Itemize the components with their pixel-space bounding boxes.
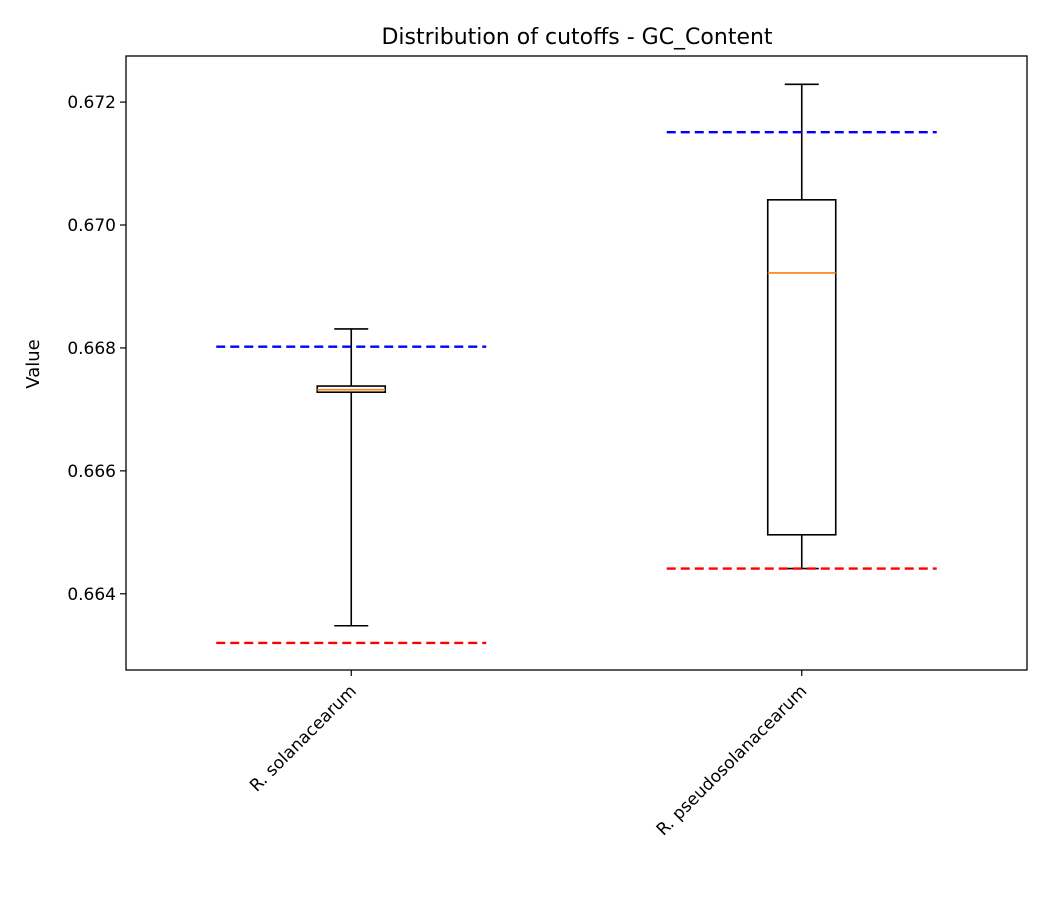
plot-frame [125,55,1028,671]
y-tick-label: 0.672 [67,93,116,113]
x-tick-label: R. solanacearum [246,681,361,796]
y-tick-label: 0.666 [67,462,116,482]
y-tick-label: 0.670 [67,216,116,236]
y-axis-label: Value [23,339,44,388]
x-tick-label: R. pseudosolanacearum [653,681,812,840]
box [766,199,837,536]
chart-title: Distribution of cutoffs - GC_Content [381,25,772,50]
y-tick-label: 0.668 [67,339,116,359]
y-tick-label: 0.664 [67,585,116,605]
